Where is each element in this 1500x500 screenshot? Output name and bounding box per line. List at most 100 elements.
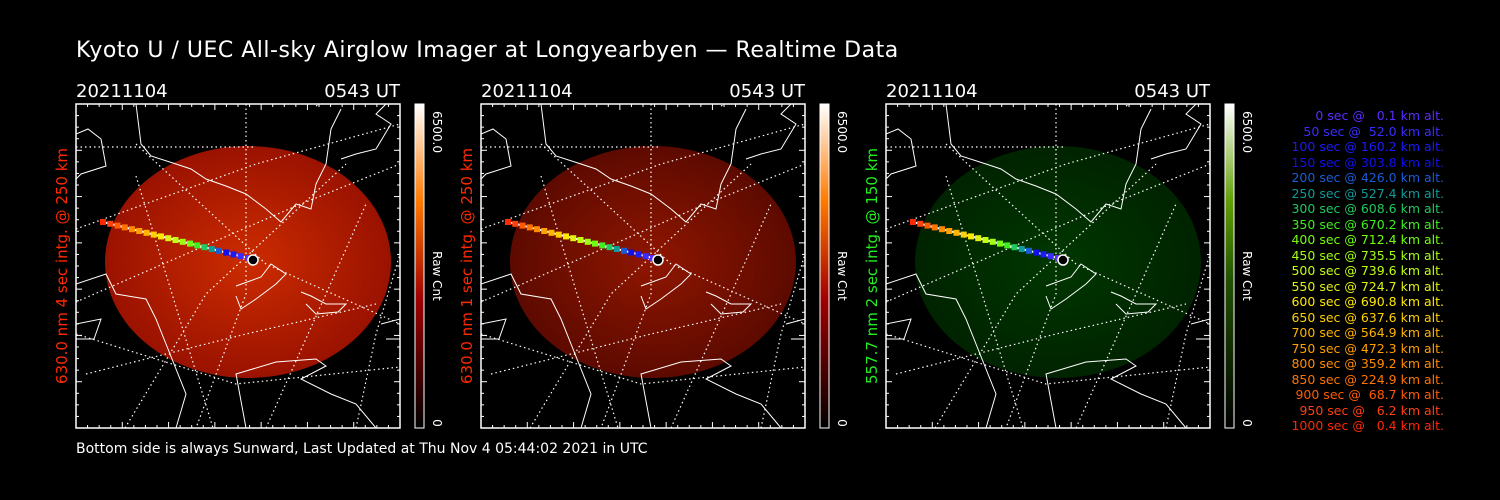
graticule-line <box>1075 203 1177 428</box>
trajectory-point <box>216 247 222 254</box>
trajectory-point <box>534 226 540 233</box>
wavelength-label-text: 630.0 nm 1 sec intg. @ 250 km <box>458 147 476 385</box>
trajectory-point <box>541 228 548 234</box>
legend-entry: 250 sec @ 527.4 km alt. <box>1291 185 1444 201</box>
graticule-line <box>895 303 1187 375</box>
panel-date: 20211104 <box>481 81 573 102</box>
legend-entry: 300 sec @ 608.6 km alt. <box>1291 201 1444 216</box>
trajectory-point <box>599 242 606 249</box>
legend-entry: 450 sec @ 735.5 km alt. <box>1291 247 1444 263</box>
colorbar-min-text: 0 <box>430 419 444 427</box>
legend-entry: 950 sec @ 6.2 km alt. <box>1299 402 1444 418</box>
panel-date: 20211104 <box>886 81 978 102</box>
station-marker <box>247 254 259 266</box>
trajectory-point <box>158 233 164 240</box>
colorbar-max-text: 6500.0 <box>835 111 849 153</box>
trajectory-point <box>512 220 519 227</box>
trajectory-point <box>997 240 1003 247</box>
legend-entry: 400 sec @ 712.4 km alt. <box>1291 232 1444 247</box>
legend-entry: 0 sec @ 0.1 km alt. <box>1315 108 1444 123</box>
graticule-line <box>945 143 1210 325</box>
legend-entry: 850 sec @ 224.9 km alt. <box>1291 371 1444 387</box>
trajectory-point <box>201 244 208 251</box>
trajectory-point <box>107 220 114 227</box>
station-marker <box>652 254 664 266</box>
coastline <box>640 263 692 310</box>
coastline <box>1045 263 1097 310</box>
coastline <box>1110 291 1158 315</box>
coastline <box>481 273 592 428</box>
panel-time: 0543 UT <box>729 81 805 102</box>
graticule-line <box>760 253 805 428</box>
coastline <box>481 128 512 180</box>
legend-entry: 1000 sec @ 0.4 km alt. <box>1291 418 1444 433</box>
trajectory-point <box>555 231 562 238</box>
trajectory-point <box>237 253 244 260</box>
colorbar-max-text: 6500.0 <box>430 111 444 153</box>
trajectory-point <box>628 249 635 256</box>
legend-entry: 550 sec @ 724.7 km alt. <box>1291 278 1444 294</box>
sky-panel <box>75 103 425 429</box>
trajectory-point <box>121 224 128 231</box>
coastline <box>340 104 392 160</box>
coastline <box>380 318 400 340</box>
trajectory-point <box>563 233 569 240</box>
coastline <box>1190 318 1210 340</box>
trajectory-point <box>1004 242 1011 249</box>
trajectory-point <box>194 242 201 249</box>
graticule-line <box>490 303 782 375</box>
legend-entry: 150 sec @ 303.8 km alt. <box>1291 154 1444 170</box>
trajectory-legend: 0 sec @ 0.1 km alt. 50 sec @ 52.0 km alt.… <box>1262 108 1444 434</box>
sky-panel <box>885 103 1235 429</box>
graticule-line <box>315 104 321 107</box>
coastline <box>886 273 997 428</box>
graticule-line <box>934 163 1157 428</box>
graticule-line <box>1165 253 1210 428</box>
graticule-line <box>265 203 367 428</box>
trajectory-point <box>505 219 511 225</box>
trajectory-point <box>172 237 179 243</box>
trajectory-point <box>526 224 533 231</box>
legend-entry: 800 sec @ 359.2 km alt. <box>1291 356 1444 371</box>
trajectory-point <box>924 222 931 229</box>
colorbar <box>819 103 830 429</box>
graticule-line <box>135 175 214 428</box>
graticule-line <box>886 123 1210 230</box>
colorbar-min-text: 0 <box>1240 419 1254 427</box>
graticule-line <box>76 333 400 385</box>
trajectory-point <box>165 235 172 242</box>
trajectory-point <box>613 246 620 252</box>
trajectory-point <box>635 251 642 258</box>
coastline <box>76 273 187 428</box>
trajectory-point <box>910 219 916 225</box>
coastline <box>76 318 102 340</box>
legend-entry: 500 sec @ 739.6 km alt. <box>1291 263 1444 278</box>
coastline <box>745 104 797 160</box>
trajectory-point <box>982 237 989 243</box>
station-marker <box>1057 254 1069 266</box>
trajectory-point <box>577 237 584 243</box>
legend-entry: 700 sec @ 564.9 km alt. <box>1291 325 1444 340</box>
trajectory-point <box>989 238 996 245</box>
colorbar <box>1224 103 1235 429</box>
legend-entry: 650 sec @ 637.6 km alt. <box>1291 309 1444 325</box>
trajectory-point <box>548 229 555 236</box>
coastline <box>886 128 917 180</box>
coastline <box>785 318 805 340</box>
footer-status: Bottom side is always Sunward, Last Upda… <box>76 441 648 457</box>
graticule-line <box>1125 104 1131 107</box>
trajectory-point <box>143 229 150 236</box>
colorbar <box>414 103 425 429</box>
coastline <box>1045 358 1187 428</box>
trajectory-point <box>187 240 193 247</box>
coastline <box>640 358 782 428</box>
graticule-line <box>85 303 377 375</box>
trajectory-point <box>114 222 121 229</box>
legend-entry: 350 sec @ 670.2 km alt. <box>1291 216 1444 232</box>
trajectory-point <box>129 226 135 233</box>
colorbar-min-text: 0 <box>835 419 849 427</box>
coastline <box>235 263 287 310</box>
trajectory-point <box>1033 249 1040 256</box>
